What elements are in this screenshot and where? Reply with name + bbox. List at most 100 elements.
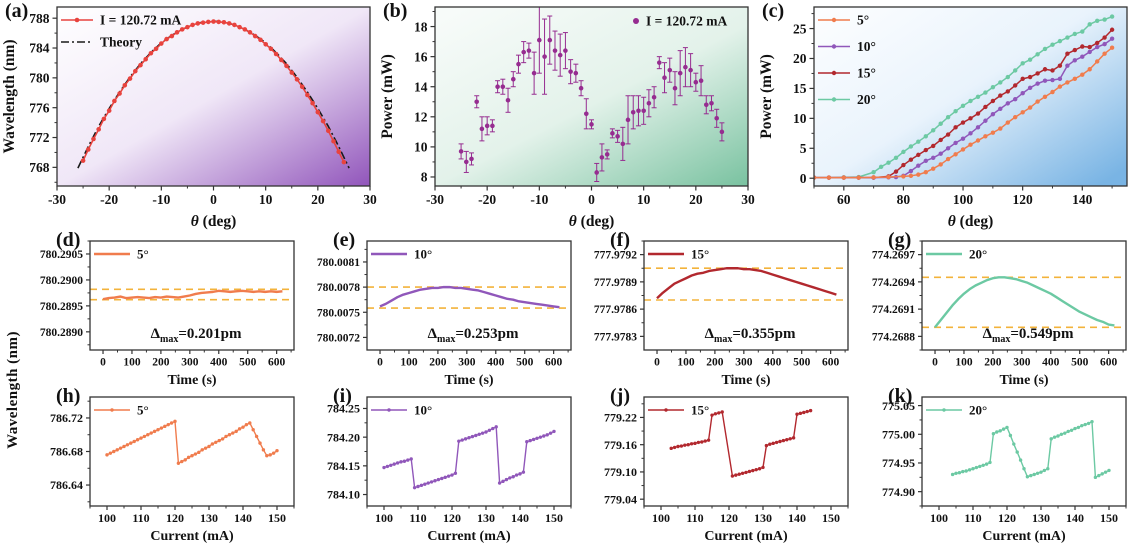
x-tick-label: 100 (652, 511, 670, 525)
x-tick-label: 130 (477, 511, 495, 525)
x-axis-title: θ (deg) (948, 213, 994, 230)
svg-text:10°: 10° (857, 39, 876, 54)
y-tick-label: 784 (29, 41, 50, 56)
x-axis-title: Current (mA) (150, 529, 234, 544)
x-tick-label: 200 (152, 357, 170, 369)
x-tick-label: 500 (793, 357, 811, 369)
axes: 100 110 120 130 140 150 784.10 784.15 784.20 784.… (327, 402, 572, 544)
series-20° (950, 419, 1111, 480)
x-tick-label: 140 (1072, 192, 1093, 207)
svg-text:20°: 20° (969, 247, 987, 262)
axes: 0 100 200 300 400 500 600 780.0072 780.0075 780.0… (317, 248, 569, 388)
plot-area (382, 425, 556, 490)
legend: 5° (94, 403, 149, 418)
legend: I = 120.72 mA (633, 14, 727, 29)
y-tick-label: 777.9783 (594, 331, 637, 343)
y-tick-label: 786.72 (50, 411, 83, 425)
y-tick-label: 774.2691 (872, 304, 915, 316)
series-10° (382, 425, 556, 490)
svg-text:10°: 10° (414, 247, 432, 262)
svg-text:Theory: Theory (100, 35, 142, 50)
legend: 20° (926, 403, 987, 418)
legend: 5° 10° 15° 20° (818, 13, 876, 107)
chart-c-canvas: 60 80 100 120 140 0 5 10 15 20 25 θ (deg) Power (mW)… (758, 6, 1128, 230)
x-tick-label: 300 (458, 357, 476, 369)
plot-frame (366, 240, 572, 351)
legend: 20° (926, 247, 987, 262)
panel-e: (e) 0 100 200 300 400 500 600 780.0072 780.0075 7… (303, 229, 580, 392)
x-tick-label: 150 (1100, 511, 1118, 525)
series-I = 120.72 mA (458, 7, 725, 182)
delta-max-annotation: Δmax=0.201pm (151, 326, 242, 345)
x-tick-label: 80 (897, 192, 911, 207)
x-tick-label: 20 (689, 192, 703, 207)
x-tick-label: 0 (210, 192, 217, 207)
y-axis-title: Wavelength (nm) (1, 39, 18, 153)
x-tick-label: 300 (735, 357, 753, 369)
y-axis-title: Power (mW) (379, 54, 396, 139)
x-tick-label: -10 (530, 192, 548, 207)
plot-area (367, 285, 571, 309)
y-tick-label: 777.9792 (594, 250, 637, 262)
x-tick-label: 300 (1013, 357, 1031, 369)
axes: 60 80 100 120 140 0 5 10 15 20 25 θ (deg) Power (mW) (758, 13, 1113, 230)
chart-b-canvas: -30 -20 -10 0 10 20 30 8 10 12 14 16 18 θ (deg) Power … (379, 6, 755, 230)
y-axis-title: Power (mW) (758, 54, 775, 139)
svg-text:15°: 15° (691, 247, 709, 262)
y-tick-label: 8 (421, 170, 428, 185)
delta-max-annotation: Δmax=0.549pm (983, 326, 1074, 345)
x-tick-label: 100 (955, 357, 973, 369)
y-tick-label: 25 (793, 21, 807, 36)
shared-y-axis-title-text: Wavelength (nm) (4, 331, 21, 449)
panel-j-label: (j) (610, 385, 630, 407)
panel-k-label: (k) (888, 385, 913, 407)
x-tick-label: 100 (677, 357, 695, 369)
plot-frame (813, 6, 1128, 187)
y-tick-label: 780.2890 (40, 327, 83, 339)
x-tick-label: 100 (375, 511, 393, 525)
x-tick-label: 140 (788, 511, 806, 525)
svg-text:I = 120.72 mA: I = 120.72 mA (100, 13, 181, 28)
plot-area (950, 419, 1111, 480)
x-axis-title: Current (mA) (704, 529, 788, 544)
x-tick-label: 600 (1100, 357, 1118, 369)
x-tick-label: 110 (132, 511, 149, 525)
plot-area (105, 419, 279, 465)
plot-area (90, 288, 294, 301)
axes: 100 110 120 130 140 150 779.04 779.10 779.16 779.… (604, 403, 849, 544)
x-tick-label: 20 (311, 192, 325, 207)
x-tick-label: 400 (487, 357, 505, 369)
y-tick-label: 786.64 (50, 478, 83, 492)
x-tick-label: 200 (984, 357, 1002, 369)
chart-e-canvas: 0 100 200 300 400 500 600 780.0072 780.0075 780.0… (317, 240, 572, 388)
chart-a-canvas: -30 -20 -10 0 10 20 30 768 772 776 780 784 788 θ (deg… (1, 6, 377, 230)
legend: 15° (648, 403, 709, 418)
panel-g-label: (g) (888, 229, 912, 251)
plot-area (77, 19, 350, 169)
x-tick-label: 300 (181, 357, 199, 369)
series-15° (656, 267, 837, 300)
svg-text:5°: 5° (137, 403, 149, 418)
panel-c: (c) 60 80 100 120 140 0 5 10 15 20 25 θ (deg) Power … (757, 0, 1135, 234)
x-tick-label: 30 (363, 192, 377, 207)
series-20° (934, 276, 1115, 329)
panel-b-label: (b) (383, 0, 408, 22)
y-tick-label: 786.68 (50, 445, 83, 459)
legend: 10° (371, 403, 432, 418)
x-tick-label: 0 (932, 357, 938, 369)
x-tick-label: 400 (1042, 357, 1060, 369)
x-tick-label: 60 (837, 192, 851, 207)
plot-background (814, 7, 1127, 186)
x-tick-label: -20 (100, 192, 118, 207)
y-tick-label: 784.15 (327, 459, 360, 473)
axes: 0 100 200 300 400 500 600 774.2688 774.2691 774.2… (872, 240, 1124, 388)
x-tick-label: 10 (637, 192, 651, 207)
series-I = 120.72 mA (80, 19, 347, 165)
chart-d-canvas: 0 100 200 300 400 500 600 780.2890 780.2895 780.2… (40, 240, 295, 388)
panel-f-label: (f) (610, 229, 630, 251)
y-tick-label: 780.0081 (317, 257, 360, 269)
series-5° (102, 289, 283, 301)
panel-i-label: (i) (333, 385, 352, 407)
shared-y-axis-title: Wavelength (nm) (0, 236, 26, 544)
y-tick-label: 780.0072 (317, 332, 360, 344)
